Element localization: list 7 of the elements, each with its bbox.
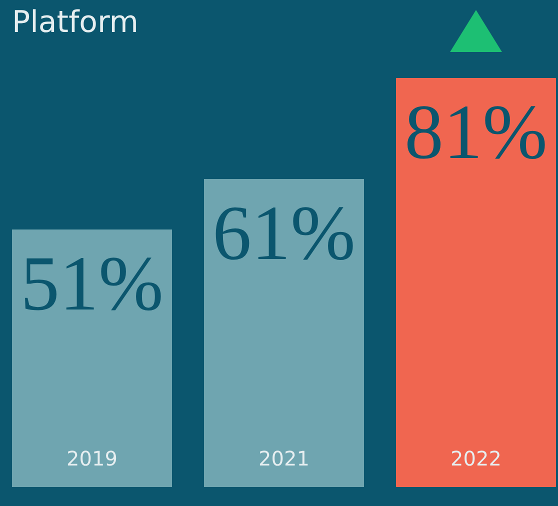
x-tick-label: 2022: [450, 446, 502, 470]
x-tick-label: 2019: [66, 446, 118, 470]
chart-title: Platform: [12, 5, 139, 40]
data-label: 61%: [212, 188, 356, 276]
x-tick-label: 2021: [258, 446, 310, 470]
data-label: 51%: [20, 239, 164, 326]
data-label: 81%: [404, 88, 548, 175]
